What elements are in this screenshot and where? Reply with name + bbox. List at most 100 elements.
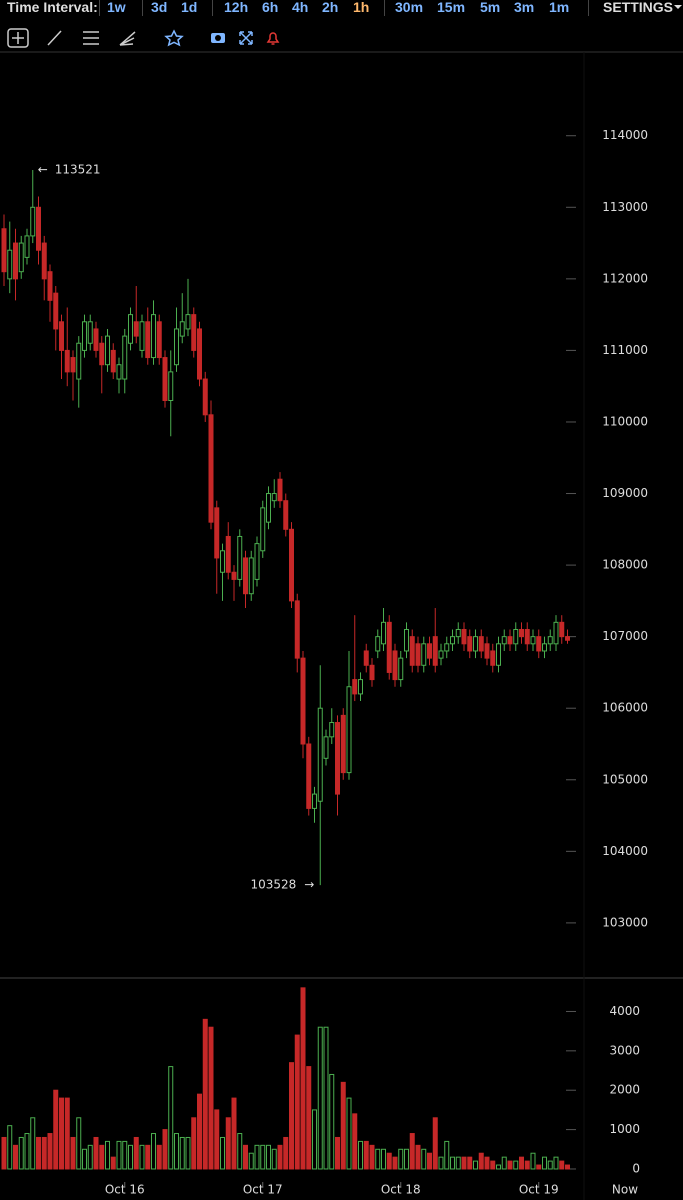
- candle-body: [542, 643, 547, 652]
- volume-bar: [312, 1109, 317, 1170]
- candle-body: [41, 242, 47, 280]
- volume-bar: [168, 1066, 174, 1170]
- volume-bar: [432, 1117, 438, 1170]
- volume-bar: [294, 1034, 300, 1170]
- candle-body: [254, 543, 260, 580]
- candle-body: [490, 650, 496, 666]
- volume-bar: [271, 1148, 277, 1170]
- candle-body: [553, 621, 559, 645]
- candle-body: [409, 636, 415, 666]
- candle-body: [70, 357, 76, 373]
- volume-tick-label: 2000: [609, 1083, 640, 1097]
- high-label: 113521: [55, 163, 101, 177]
- candle-body: [444, 643, 450, 652]
- volume-bar: [174, 1133, 179, 1170]
- volume-tick-label: 1000: [609, 1122, 640, 1136]
- volume-bar: [243, 1144, 248, 1170]
- y-tick-label: 105000: [602, 772, 648, 786]
- interval-button[interactable]: 1w: [107, 0, 126, 15]
- candle-body: [524, 628, 530, 645]
- interval-button[interactable]: 1m: [549, 0, 570, 15]
- volume-bar: [237, 1133, 243, 1170]
- candle-body: [53, 292, 59, 330]
- interval-button[interactable]: 5m: [480, 0, 501, 15]
- candle-body: [427, 643, 432, 659]
- volume-bar: [455, 1156, 461, 1170]
- volume-bar: [1, 1136, 7, 1170]
- volume-bar: [358, 1140, 363, 1170]
- volume-bar: [133, 1136, 139, 1170]
- candle-body: [317, 707, 323, 802]
- volume-bar: [444, 1140, 450, 1170]
- interval-button[interactable]: 1h: [353, 0, 370, 15]
- candle-body: [30, 206, 36, 237]
- candle-body: [156, 321, 162, 359]
- volume-bar: [317, 1026, 323, 1170]
- interval-button[interactable]: 2h: [322, 0, 339, 15]
- volume-bar: [323, 1026, 329, 1170]
- candle-body: [59, 321, 64, 351]
- volume-bar: [427, 1152, 432, 1170]
- volume-bar: [225, 1117, 231, 1170]
- candle-body: [467, 636, 473, 652]
- interval-button[interactable]: 6h: [262, 0, 279, 15]
- candle-body: [530, 636, 536, 645]
- candle-body: [197, 328, 202, 380]
- volume-bar: [110, 1156, 116, 1170]
- line-tool[interactable]: [47, 30, 62, 46]
- settings-button[interactable]: SETTINGS: [603, 0, 674, 15]
- candle-body: [214, 507, 220, 559]
- candle-body: [277, 478, 283, 502]
- candle-body: [174, 328, 179, 366]
- volume-bar: [202, 1018, 208, 1170]
- candle-body: [501, 636, 507, 645]
- interval-button[interactable]: 15m: [437, 0, 466, 15]
- fullscreen-button[interactable]: [239, 31, 253, 45]
- volume-bar: [266, 1144, 271, 1170]
- interval-button[interactable]: 1d: [181, 0, 198, 15]
- volume-bar: [375, 1148, 381, 1170]
- candle-body: [484, 643, 490, 659]
- y-tick-label: 110000: [602, 414, 648, 428]
- low-label: 103528: [250, 878, 296, 892]
- candle-body: [208, 414, 214, 523]
- volume-bar: [289, 1062, 294, 1170]
- candle-body: [294, 600, 300, 659]
- volume-bar: [93, 1136, 99, 1170]
- volume-bar: [565, 1164, 570, 1170]
- volume-bar: [208, 1026, 214, 1170]
- candle-body: [369, 664, 375, 681]
- volume-bar: [467, 1156, 473, 1170]
- interval-button[interactable]: 3d: [151, 0, 168, 15]
- candle-body: [82, 321, 87, 351]
- candle-body: [432, 636, 438, 666]
- drawing-tools: [7, 28, 280, 48]
- volume-bar: [76, 1117, 82, 1170]
- volume-bar: [139, 1144, 145, 1170]
- camera-lens: [215, 35, 221, 41]
- volume-bar: [156, 1144, 162, 1170]
- interval-button[interactable]: 30m: [395, 0, 424, 15]
- candle-body: [24, 235, 30, 258]
- volume-bar: [277, 1144, 283, 1170]
- hline-tool[interactable]: [83, 31, 99, 45]
- candle-body: [507, 636, 513, 645]
- fan-tool[interactable]: [119, 31, 136, 46]
- volume-bar: [478, 1152, 484, 1170]
- volume-bar: [369, 1144, 375, 1170]
- candle-body: [358, 679, 363, 695]
- volume-bar: [254, 1144, 260, 1170]
- toolbar: Time Interval: SETTINGS 1w 3d 1d 12h 6h 4h 2h 1…: [0, 0, 683, 16]
- interval-button[interactable]: 3m: [514, 0, 535, 15]
- y-tick-label: 103000: [602, 915, 648, 929]
- alert-button[interactable]: [266, 32, 280, 45]
- candle-body: [225, 535, 231, 573]
- crosshair-tool[interactable]: [7, 28, 29, 48]
- interval-button[interactable]: 4h: [292, 0, 309, 15]
- volume-bar: [536, 1164, 542, 1170]
- favorite-button[interactable]: [164, 29, 184, 47]
- candle-body: [179, 321, 185, 337]
- settings-caret: [674, 5, 682, 9]
- interval-button[interactable]: 12h: [224, 0, 249, 15]
